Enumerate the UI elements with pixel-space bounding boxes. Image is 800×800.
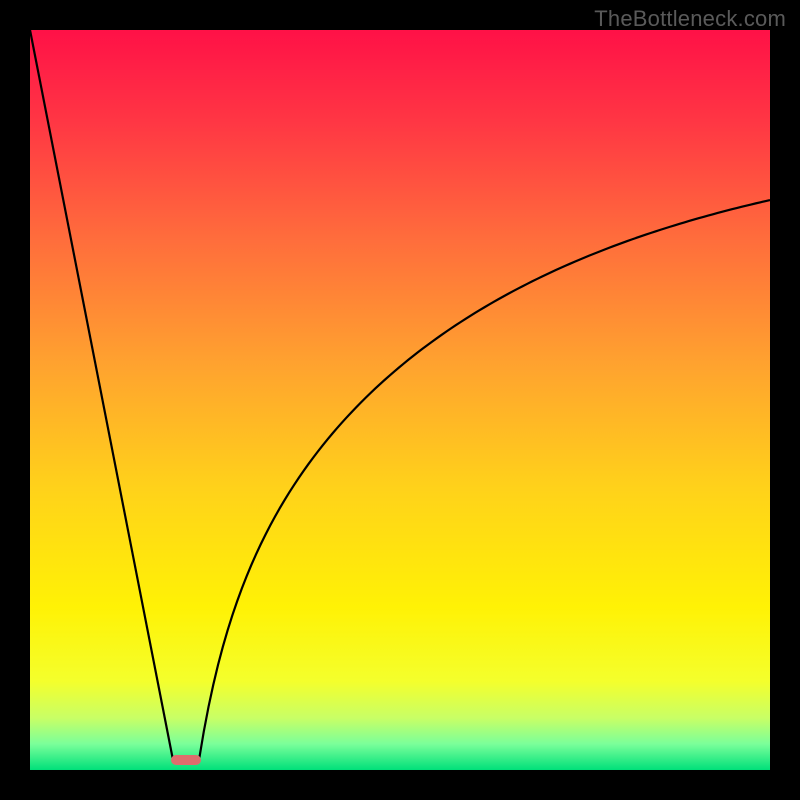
- curve-minimum-marker: [171, 755, 201, 765]
- bottleneck-chart: [0, 0, 800, 800]
- chart-gradient-background: [30, 30, 770, 770]
- watermark-text: TheBottleneck.com: [594, 6, 786, 32]
- chart-container: { "watermark": { "text": "TheBottleneck.…: [0, 0, 800, 800]
